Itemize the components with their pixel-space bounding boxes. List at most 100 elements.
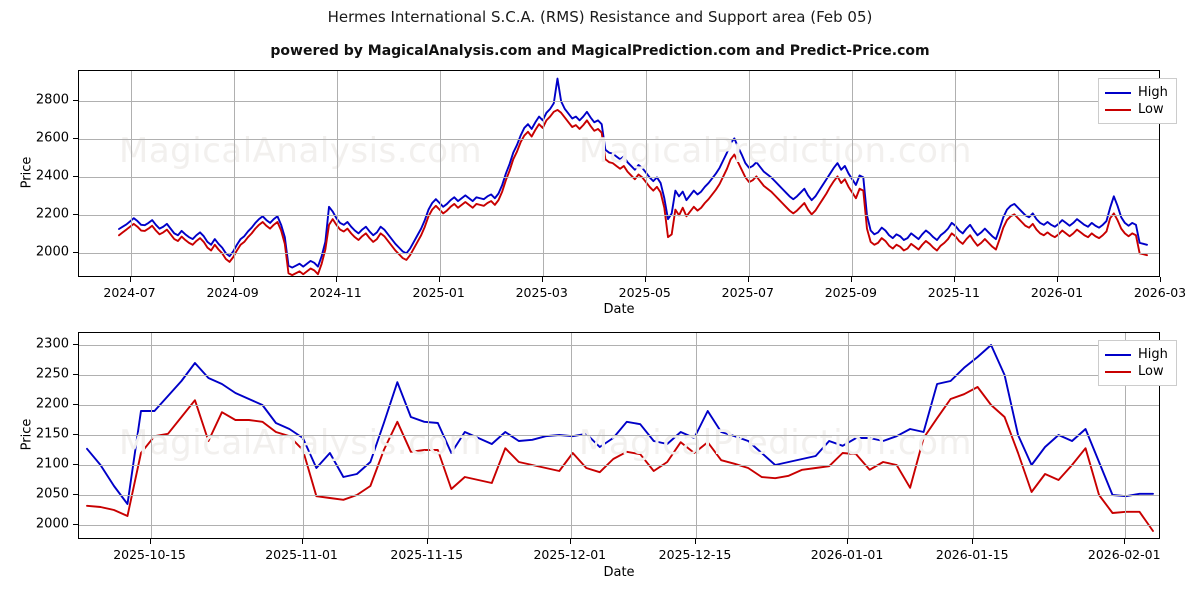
x-tick-mark xyxy=(695,539,696,544)
x-tick-mark xyxy=(850,277,852,282)
y-tick-mark xyxy=(73,494,78,495)
y-tick-mark xyxy=(73,214,78,216)
bottom-x-axis-label: Date xyxy=(603,565,635,580)
x-tick-mark xyxy=(301,539,303,544)
gridline-vertical xyxy=(439,71,441,276)
legend-label-high: High xyxy=(1138,85,1168,100)
gridline-horizontal xyxy=(79,465,1159,466)
y-tick-label: 2200 xyxy=(35,206,69,222)
gridline-horizontal xyxy=(79,375,1159,376)
gridline-vertical xyxy=(1058,71,1059,276)
gridline-horizontal xyxy=(79,525,1159,526)
x-tick-label: 2025-09 xyxy=(824,285,877,300)
gridline-horizontal xyxy=(79,435,1159,436)
series-line-low xyxy=(118,108,1148,276)
series-line-low xyxy=(86,386,1154,532)
gridline-vertical xyxy=(336,71,338,276)
gridline-vertical xyxy=(150,333,152,538)
x-tick-mark xyxy=(438,277,440,282)
x-tick-label: 2024-07 xyxy=(103,285,156,300)
x-tick-mark xyxy=(149,539,151,544)
legend-entry-low: Low xyxy=(1105,101,1168,118)
bottom-series-svg xyxy=(86,344,1154,532)
x-tick-label: 2025-07 xyxy=(721,285,774,300)
gridline-vertical xyxy=(233,71,235,276)
y-tick-label: 2200 xyxy=(35,396,69,412)
x-tick-mark xyxy=(1056,277,1058,282)
x-tick-label: 2025-03 xyxy=(515,285,568,300)
top-y-axis-label: Price xyxy=(19,156,35,189)
legend-swatch-high xyxy=(1105,353,1131,356)
x-tick-label: 2026-01-01 xyxy=(810,547,884,562)
y-tick-mark xyxy=(73,176,78,178)
series-line-high xyxy=(86,344,1154,505)
x-tick-label: 2026-01-15 xyxy=(935,547,1009,562)
x-tick-label: 2025-12-15 xyxy=(658,547,732,562)
top-legend: High Low xyxy=(1098,78,1177,124)
gridline-vertical xyxy=(748,71,750,276)
legend-label-high: High xyxy=(1138,347,1168,362)
x-tick-mark xyxy=(1124,539,1126,544)
gridline-horizontal xyxy=(79,495,1159,496)
y-tick-mark xyxy=(73,138,78,140)
gridline-horizontal xyxy=(79,101,1159,103)
y-tick-label: 2300 xyxy=(35,336,69,352)
bottom-chart-panel: MagicalAnalysis.com MagicalPrediction.com xyxy=(78,332,1160,539)
gridline-horizontal xyxy=(79,215,1159,217)
x-tick-mark xyxy=(972,539,974,544)
gridline-vertical xyxy=(848,333,849,538)
gridline-horizontal xyxy=(79,405,1159,406)
top-x-axis-label: Date xyxy=(603,302,635,317)
x-tick-label: 2025-05 xyxy=(618,285,671,300)
gridline-horizontal xyxy=(79,177,1159,179)
y-tick-mark xyxy=(73,524,78,525)
x-tick-label: 2025-12-01 xyxy=(533,547,607,562)
y-tick-mark xyxy=(73,464,78,465)
y-tick-label: 2050 xyxy=(35,486,69,502)
y-tick-mark xyxy=(73,404,78,405)
gridline-horizontal xyxy=(79,139,1159,141)
x-tick-mark xyxy=(953,277,955,282)
gridline-vertical xyxy=(542,71,544,276)
x-tick-label: 2024-09 xyxy=(206,285,259,300)
y-tick-mark xyxy=(73,100,78,102)
x-tick-mark xyxy=(747,277,749,282)
x-tick-label: 2025-01 xyxy=(412,285,465,300)
y-tick-label: 2150 xyxy=(35,426,69,442)
legend-entry-low: Low xyxy=(1105,363,1168,380)
x-tick-mark xyxy=(569,539,571,544)
series-line-high xyxy=(118,77,1148,269)
x-tick-label: 2026-02-01 xyxy=(1087,547,1161,562)
gridline-vertical xyxy=(645,71,647,276)
y-tick-label: 2250 xyxy=(35,366,69,382)
legend-swatch-low xyxy=(1105,108,1131,111)
gridline-horizontal xyxy=(79,345,1159,346)
gridline-vertical xyxy=(954,71,956,276)
page-subtitle: powered by MagicalAnalysis.com and Magic… xyxy=(270,43,930,59)
gridline-vertical xyxy=(973,333,975,538)
x-tick-mark xyxy=(426,539,428,544)
y-tick-mark xyxy=(73,434,78,435)
x-tick-mark xyxy=(232,277,234,282)
x-tick-mark xyxy=(644,277,646,282)
x-tick-label: 2025-11 xyxy=(927,285,981,300)
legend-entry-high: High xyxy=(1105,84,1168,101)
y-tick-label: 2100 xyxy=(35,456,69,472)
bottom-plot-area: MagicalAnalysis.com MagicalPrediction.com xyxy=(78,332,1160,539)
bottom-y-axis-label: Price xyxy=(19,418,35,451)
y-tick-label: 2800 xyxy=(35,92,69,108)
gridline-vertical xyxy=(130,71,132,276)
x-tick-mark xyxy=(335,277,337,282)
y-tick-label: 2000 xyxy=(35,516,69,532)
gridline-vertical xyxy=(570,333,572,538)
gridline-vertical xyxy=(851,71,853,276)
x-tick-label: 2026-01 xyxy=(1030,285,1084,300)
y-tick-label: 2000 xyxy=(35,244,69,260)
gridline-vertical xyxy=(427,333,429,538)
gridline-vertical xyxy=(1125,333,1127,538)
x-tick-label: 2026-03 xyxy=(1133,285,1187,300)
legend-swatch-high xyxy=(1105,91,1131,94)
x-tick-label: 2024-11 xyxy=(309,285,362,300)
gridline-vertical xyxy=(696,333,697,538)
